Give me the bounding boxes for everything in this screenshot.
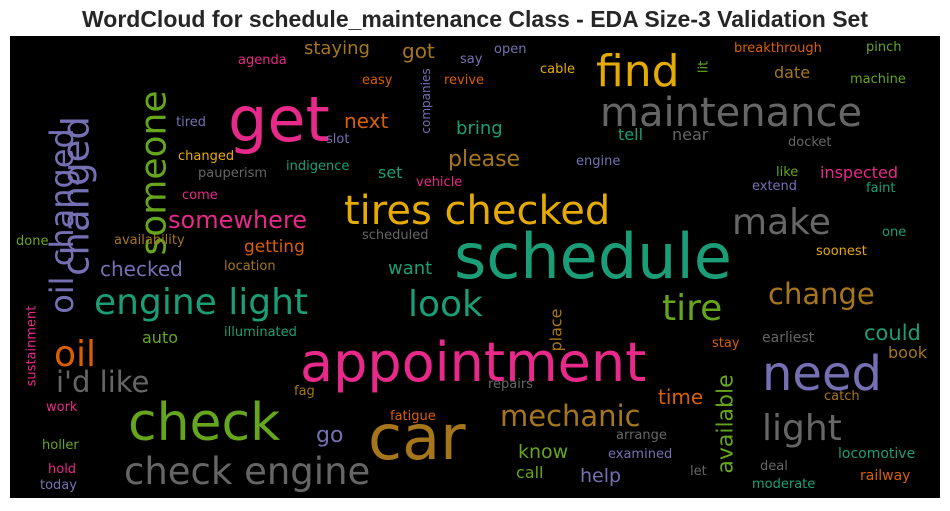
- word: tired: [176, 115, 206, 130]
- word: catch: [824, 389, 860, 404]
- word: holler: [42, 438, 79, 453]
- chart-title: WordCloud for schedule_maintenance Class…: [81, 6, 868, 32]
- word: set: [378, 163, 402, 182]
- word: help: [580, 465, 621, 487]
- word: make: [732, 202, 831, 243]
- word: pinch: [866, 40, 902, 55]
- word: check engine: [124, 450, 370, 493]
- word: extend: [752, 179, 797, 194]
- word: tell: [618, 125, 643, 144]
- wordcloud: appointment car schedule get check maintenanc…: [10, 36, 940, 498]
- word: fatigue: [390, 409, 436, 424]
- word: schedule: [454, 220, 732, 293]
- word: sustainment: [25, 306, 40, 387]
- word: engine light: [94, 282, 308, 323]
- word: please: [448, 147, 520, 172]
- word: engine: [576, 154, 620, 169]
- word: got: [402, 39, 435, 63]
- word: changed: [55, 116, 98, 276]
- word: docket: [788, 135, 832, 150]
- word: i'd like: [56, 365, 149, 399]
- word: checked: [100, 257, 183, 281]
- word: staying: [304, 38, 370, 59]
- word: railway: [860, 468, 910, 484]
- word: change: [768, 277, 875, 311]
- word: say: [460, 52, 483, 67]
- word: want: [388, 258, 432, 279]
- word: look: [408, 284, 483, 325]
- word: mechanic: [500, 399, 641, 433]
- word: slot: [326, 132, 349, 147]
- word: work: [46, 400, 78, 415]
- word: near: [672, 125, 709, 144]
- word: repairs: [488, 377, 533, 392]
- word: agenda: [238, 53, 287, 68]
- word: go: [316, 423, 343, 448]
- word: location: [224, 259, 276, 274]
- word: oil changed: [43, 128, 81, 314]
- word: scheduled: [362, 228, 429, 243]
- words-group: appointment car schedule get check maintenanc…: [16, 38, 928, 493]
- word: getting: [244, 237, 305, 257]
- word: need: [762, 346, 882, 402]
- word: machine: [850, 72, 906, 87]
- word: fag: [294, 384, 315, 399]
- word: companies: [419, 68, 433, 133]
- word: cable: [540, 62, 575, 77]
- word: tires checked: [344, 188, 610, 234]
- word: availability: [114, 233, 185, 248]
- word: place: [547, 308, 566, 351]
- word: earliest: [762, 330, 815, 346]
- word: moderate: [752, 477, 815, 492]
- word: soonest: [816, 244, 867, 259]
- word: locomotive: [838, 446, 915, 462]
- word: easy: [362, 73, 393, 88]
- word: somewhere: [168, 206, 307, 234]
- word: let: [690, 464, 707, 479]
- word: appointment: [300, 331, 646, 394]
- word: like: [776, 165, 798, 180]
- word: arrange: [616, 428, 667, 443]
- wordcloud-background: [10, 36, 940, 498]
- word: car: [368, 401, 466, 474]
- word: next: [344, 109, 388, 133]
- word: find: [596, 46, 680, 97]
- word: changed: [178, 149, 234, 164]
- word: illuminated: [224, 325, 297, 340]
- word: examined: [608, 447, 672, 462]
- word: time: [658, 385, 703, 409]
- word: bring: [456, 118, 503, 139]
- word: pauperism: [198, 166, 267, 181]
- wordcloud-panel: appointment car schedule get check maintenanc…: [10, 36, 940, 498]
- word: inspected: [820, 163, 898, 182]
- word: someone: [134, 91, 175, 256]
- word: one: [882, 225, 906, 240]
- word: light: [762, 408, 842, 449]
- word: check: [128, 393, 280, 453]
- word: call: [516, 463, 544, 482]
- word: auto: [142, 328, 178, 347]
- word: indigence: [286, 159, 349, 174]
- word: open: [494, 42, 526, 57]
- word: vehicle: [416, 175, 462, 190]
- word: done: [16, 234, 48, 249]
- word: stay: [712, 336, 740, 351]
- word: could: [864, 321, 921, 345]
- word: get: [228, 83, 330, 156]
- word: date: [774, 63, 810, 82]
- word: hold: [48, 462, 76, 477]
- word: deal: [760, 459, 788, 474]
- word: know: [518, 441, 568, 463]
- word: faint: [866, 181, 896, 196]
- word: come: [182, 188, 218, 203]
- word: available: [714, 374, 739, 473]
- word: maintenance: [600, 90, 862, 136]
- word: lit: [697, 61, 712, 73]
- word: oil: [54, 334, 96, 375]
- word: revive: [444, 73, 484, 88]
- word: today: [40, 478, 77, 493]
- word: breakthrough: [734, 41, 822, 56]
- word: tire: [662, 288, 722, 329]
- word: book: [888, 343, 928, 362]
